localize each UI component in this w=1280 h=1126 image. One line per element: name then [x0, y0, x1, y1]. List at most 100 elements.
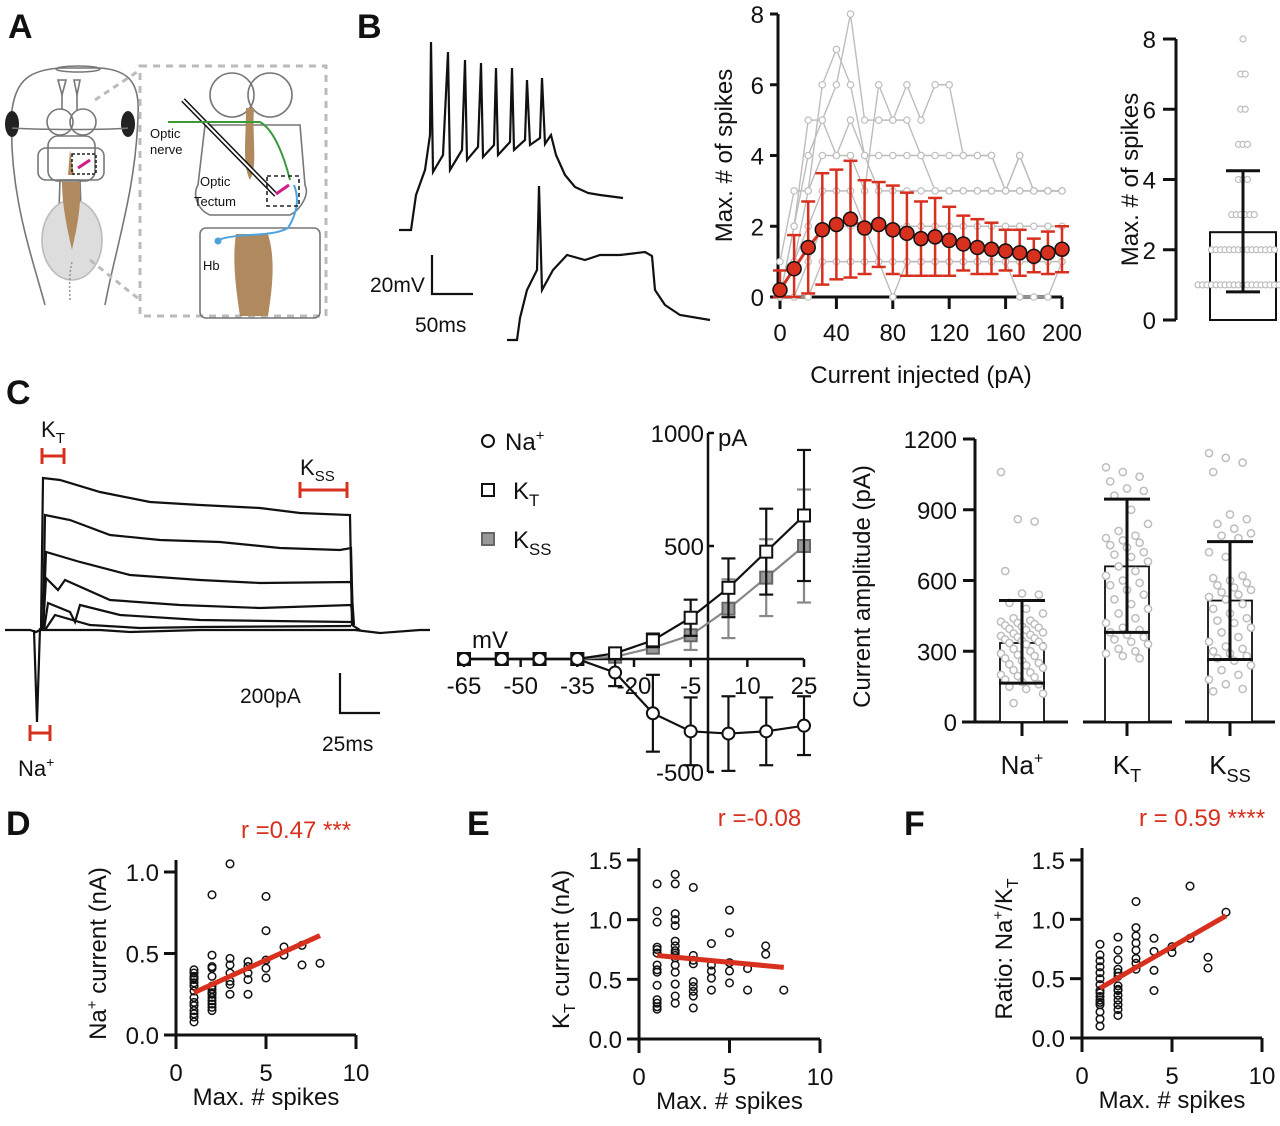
data-point [1021, 604, 1031, 614]
x-tick-label: -35 [560, 673, 595, 700]
cell-point [888, 116, 897, 124]
data-point [996, 467, 1006, 477]
mean-point [1011, 245, 1028, 261]
cell-point [1015, 151, 1024, 160]
marker-kss [298, 482, 349, 498]
panel-letter-f: F [904, 805, 925, 843]
data-point [243, 989, 253, 999]
data-point [1030, 651, 1039, 661]
data-point [1113, 984, 1123, 994]
data-point [1139, 486, 1149, 496]
data-point [670, 921, 680, 931]
x-tick-label: 80 [879, 320, 906, 347]
y-tick-label: 6 [1143, 97, 1156, 124]
x-axis-label: Max. # spikes [193, 1084, 340, 1111]
data-point [1149, 933, 1159, 943]
mean-point [800, 239, 816, 256]
mean-point [1026, 248, 1042, 265]
x-tick-label: 0 [169, 1060, 182, 1087]
cell-point [945, 80, 954, 89]
data-point [688, 1003, 698, 1013]
x-tick-label: -50 [503, 673, 538, 700]
data-point [1208, 686, 1218, 696]
cell-point [888, 293, 897, 301]
data-point [1208, 573, 1218, 583]
data-point [1238, 644, 1247, 654]
mean-point [969, 239, 986, 256]
cell-point [832, 151, 841, 160]
panel-letter-b: B [357, 8, 382, 46]
data-point [1110, 635, 1119, 644]
data-point [1217, 531, 1226, 541]
data-point [1135, 653, 1144, 663]
scalebar-b-voltage: 20mV [370, 274, 425, 297]
mean-point [786, 260, 802, 277]
y-tick-label: 1.0 [589, 908, 622, 935]
data-point [1105, 477, 1115, 486]
data-point [1229, 583, 1239, 592]
label-hb: Hb [203, 258, 220, 273]
data-point [1095, 968, 1105, 978]
y-tick-label: 600 [917, 569, 957, 596]
data-point [1143, 519, 1153, 529]
data-point [1034, 590, 1044, 600]
data-point [670, 909, 680, 919]
data-point [1221, 642, 1231, 651]
data-point [1038, 628, 1048, 637]
data-point [1095, 956, 1105, 966]
chart-c-bar: 0 300 600 900 1200 Current amplitude (pA) Na+ K… [849, 427, 1275, 786]
data-point [1229, 618, 1239, 628]
mean-point [1054, 241, 1070, 257]
x-tick-label: 5 [723, 1064, 736, 1091]
label-kt: KT [41, 417, 65, 447]
data-point [1131, 923, 1141, 933]
x-axis-label: Current injected (pA) [810, 362, 1031, 389]
data-point [1131, 531, 1140, 541]
cell-point [888, 151, 897, 160]
correlation-label: r =0.47 *** [241, 817, 351, 844]
data-point [1270, 246, 1279, 254]
legend-label-na-sup: + [536, 428, 545, 444]
x-tick-label: 10 [734, 673, 761, 700]
label-na: Na+ [18, 754, 54, 781]
fit-line [192, 933, 322, 995]
marker-Na+ [645, 706, 660, 721]
x-tick-label-0-main: Na [1001, 750, 1035, 780]
y-axis-label: Na+ current (nA) [84, 867, 112, 1040]
data-point [652, 980, 662, 990]
data-point [743, 985, 753, 995]
data-point [1221, 453, 1231, 463]
data-point [688, 986, 698, 996]
trace-multi-spike [399, 41, 624, 232]
data-point [1208, 604, 1218, 614]
data-point [1101, 618, 1111, 628]
optic-nerve-path [168, 121, 291, 181]
y-axis-label-part: /K [991, 888, 1018, 911]
data-point [1113, 995, 1123, 1005]
mean-point [927, 229, 943, 245]
data-point [670, 869, 680, 879]
y-tick-label: 1200 [904, 427, 957, 454]
data-point [225, 953, 235, 963]
data-point [1009, 644, 1018, 654]
mean-point [997, 243, 1014, 259]
panel-b-traces [399, 41, 711, 342]
legend-label-kss: KSS [513, 527, 551, 559]
data-point [1242, 613, 1252, 623]
y-axis-label-part: + [990, 911, 1007, 920]
data-point [670, 879, 680, 889]
data-point [1250, 211, 1258, 219]
cell-point [959, 187, 968, 195]
mean-point [870, 216, 887, 233]
marker-Na+ [494, 652, 509, 666]
zoom-box-large [138, 64, 328, 318]
data-point [1038, 663, 1048, 673]
x-tick-label: 120 [929, 320, 969, 347]
data-point [1135, 578, 1144, 588]
data-point [1013, 514, 1023, 524]
data-point [1213, 616, 1222, 625]
y-tick-label: 900 [917, 498, 957, 525]
data-point [1139, 547, 1149, 557]
x-tick-label: 160 [986, 320, 1026, 347]
marker-kt [40, 448, 66, 464]
